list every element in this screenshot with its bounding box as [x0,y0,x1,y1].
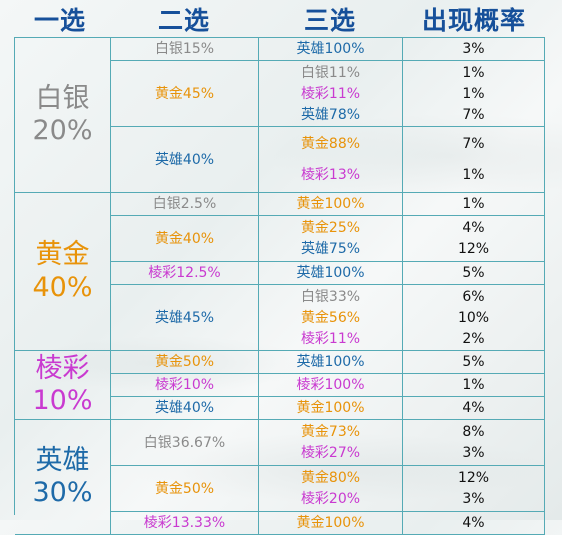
third-item: 棱彩13% [300,167,361,184]
tier-silver-name: 白银 [35,82,90,114]
prob-cell: 5% [403,262,545,285]
prob-cell: 5% [403,351,545,374]
tier-silver-pct: 20% [32,115,93,146]
second-cell: 黄金50% [111,351,259,374]
prob-item: 3% [462,445,485,462]
tier-hero-pct: 30% [32,477,93,508]
prob-cell: 1% [403,193,545,216]
second-cell: 英雄40% [111,127,259,193]
second-cell: 棱彩13.33% [111,512,259,535]
tier-gold-pct: 40% [32,271,93,303]
second-cell: 黄金45% [111,61,259,127]
third-item: 黄金56% [300,309,361,326]
third-item: 白银11% [300,64,361,81]
prob-item: 6% [462,288,485,305]
second-cell: 棱彩12.5% [111,262,259,285]
third-item: 棱彩20% [300,491,361,508]
second-cell: 棱彩10% [111,374,259,397]
tier-hero: 英雄 30% [15,420,111,535]
third-cell: 棱彩100% [259,374,403,397]
third-item: 白银33% [300,288,361,305]
prob-cell-group: 4% 12% [403,216,545,262]
prob-item: 3% [462,491,485,508]
prob-item: 8% [462,423,485,440]
prob-item: 1% [462,85,485,102]
tier-hero-name: 英雄 [35,444,90,476]
second-cell: 白银36.67% [111,420,259,466]
prob-item: 1% [462,167,485,184]
third-cell-group: 白银33% 黄金56% 棱彩11% [259,285,403,351]
third-cell: 英雄100% [259,38,403,61]
third-item: 黄金25% [300,219,361,236]
header-col1: 一选 [33,5,86,35]
tier-gold-name: 黄金 [35,239,90,271]
prob-item: 7% [462,106,485,123]
prob-cell-group: 6% 10% 2% [403,285,545,351]
third-cell: 黄金100% [259,397,403,420]
second-cell: 白银2.5% [111,193,259,216]
prob-cell-group: 1% 1% 7% [403,61,545,127]
third-item: 英雄78% [300,106,361,123]
third-cell: 英雄100% [259,262,403,285]
third-cell: 黄金100% [259,512,403,535]
second-cell: 黄金40% [111,216,259,262]
prob-cell-group: 7% 1% [403,127,545,193]
third-cell: 黄金100% [259,193,403,216]
third-item: 棱彩11% [300,330,361,347]
header-col2: 二选 [157,5,210,35]
prob-cell: 1% [403,374,545,397]
tier-prism-name: 棱彩 [35,352,90,384]
third-item: 棱彩27% [300,445,361,462]
header-col3: 三选 [303,5,356,35]
prob-item: 2% [462,330,485,347]
prob-item: 7% [462,135,485,152]
third-cell-group: 黄金73% 棱彩27% [259,420,403,466]
third-item: 黄金88% [300,135,361,152]
third-cell-group: 白银11% 棱彩11% 英雄78% [259,61,403,127]
second-cell: 黄金50% [111,466,259,512]
third-cell-group: 黄金88% 棱彩13% [259,127,403,193]
prob-item: 4% [462,219,485,236]
third-cell-group: 黄金25% 英雄75% [259,216,403,262]
third-cell-group: 黄金80% 棱彩20% [259,466,403,512]
prob-cell: 4% [403,397,545,420]
third-item: 黄金73% [300,423,361,440]
third-item: 英雄75% [300,241,361,258]
tier-gold: 黄金 40% [15,193,111,351]
header-col4: 出现概率 [421,5,526,35]
third-item: 黄金80% [300,469,361,486]
prob-item: 1% [462,64,485,81]
prob-item: 10% [457,309,490,326]
prob-cell: 3% [403,38,545,61]
second-cell: 英雄40% [111,397,259,420]
second-cell: 英雄45% [111,285,259,351]
prob-cell-group: 12% 3% [403,466,545,512]
prob-item: 12% [457,241,490,258]
third-item: 棱彩11% [300,85,361,102]
probability-table: 白银 20% 黄金 40% 棱彩 10% 英雄 30% 白银15% 黄金45% … [14,37,545,535]
tier-prism: 棱彩 10% [15,351,111,420]
tier-prism-pct: 10% [32,385,93,416]
prob-cell: 4% [403,512,545,535]
third-cell: 英雄100% [259,351,403,374]
second-cell: 白银15% [111,38,259,61]
tier-silver: 白银 20% [15,38,111,193]
prob-cell-group: 8% 3% [403,420,545,466]
prob-item: 12% [457,469,490,486]
